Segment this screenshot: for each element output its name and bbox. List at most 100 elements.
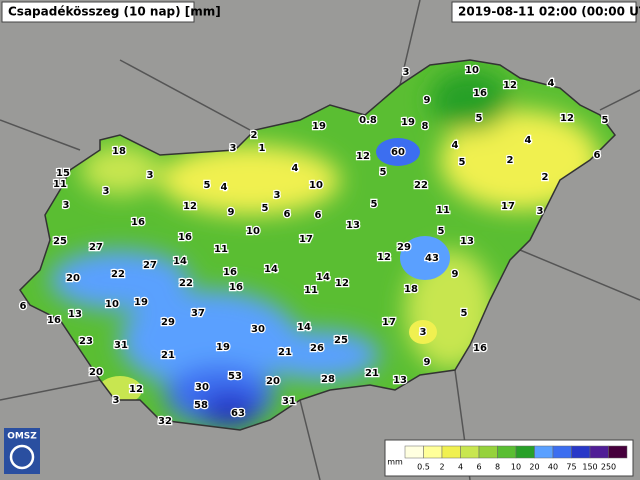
legend-swatch bbox=[460, 445, 480, 459]
station-value: 10 bbox=[309, 180, 323, 191]
station-value: 13 bbox=[346, 220, 360, 231]
title-box bbox=[1, 1, 195, 23]
station-value: 8 bbox=[422, 121, 429, 132]
legend-swatch bbox=[608, 445, 628, 459]
station-value: 16 bbox=[473, 343, 487, 354]
station-value: 3 bbox=[274, 190, 281, 201]
station-value: 15 bbox=[56, 168, 70, 179]
station-value: 2 bbox=[542, 172, 549, 183]
station-value: 6 bbox=[594, 150, 601, 161]
station-value: 17 bbox=[501, 201, 515, 212]
legend-label: 8 bbox=[495, 463, 500, 472]
station-value: 12 bbox=[183, 201, 197, 212]
station-value: 28 bbox=[321, 374, 335, 385]
station-value: 6 bbox=[315, 210, 322, 221]
station-value: 12 bbox=[356, 151, 370, 162]
station-value: 29 bbox=[161, 317, 175, 328]
station-value: 12 bbox=[503, 80, 517, 91]
title: Csapadékösszeg (10 nap) [mm] bbox=[8, 5, 221, 19]
legend-label: 150 bbox=[582, 463, 597, 472]
station-value: 16 bbox=[223, 267, 237, 278]
legend-swatch bbox=[441, 445, 461, 459]
station-value: 9 bbox=[228, 207, 235, 218]
station-value: 16 bbox=[47, 315, 61, 326]
station-value: 5 bbox=[204, 180, 211, 191]
station-value: 22 bbox=[414, 180, 428, 191]
station-value: 6 bbox=[20, 301, 27, 312]
station-value: 5 bbox=[380, 167, 387, 178]
station-value: 32 bbox=[158, 416, 172, 427]
station-value: 19 bbox=[216, 342, 230, 353]
station-value: 31 bbox=[282, 396, 296, 407]
legend-swatch bbox=[534, 445, 554, 459]
station-value: 4 bbox=[221, 182, 228, 193]
legend-swatch bbox=[423, 445, 443, 459]
station-value: 0.8 bbox=[359, 115, 377, 126]
station-value: 18 bbox=[404, 284, 418, 295]
station-value: 5 bbox=[262, 203, 269, 214]
station-value: 11 bbox=[304, 285, 318, 296]
station-value: 9 bbox=[452, 269, 459, 280]
station-value: 12 bbox=[129, 384, 143, 395]
logo-text: OMSZ bbox=[7, 432, 37, 442]
station-value: 9 bbox=[424, 95, 431, 106]
station-value: 2 bbox=[251, 130, 258, 141]
station-value: 20 bbox=[89, 367, 103, 378]
station-value: 3 bbox=[420, 327, 427, 338]
station-value: 3 bbox=[63, 200, 70, 211]
legend-swatch bbox=[478, 445, 498, 459]
station-value: 12 bbox=[335, 278, 349, 289]
legend-swatch bbox=[589, 445, 609, 459]
station-value: 21 bbox=[365, 368, 379, 379]
station-value: 14 bbox=[316, 272, 330, 283]
station-value: 27 bbox=[143, 260, 157, 271]
station-value: 11 bbox=[53, 179, 67, 190]
station-value: 3 bbox=[537, 206, 544, 217]
station-value: 27 bbox=[89, 242, 103, 253]
station-value: 6 bbox=[284, 209, 291, 220]
legend-label: 10 bbox=[511, 463, 521, 472]
station-value: 5 bbox=[371, 199, 378, 210]
timestamp: 2019-08-11 02:00 (00:00 UTC) bbox=[458, 5, 640, 19]
station-value: 11 bbox=[214, 244, 228, 255]
station-value: 30 bbox=[251, 324, 265, 335]
station-value: 14 bbox=[173, 256, 187, 267]
station-value: 25 bbox=[53, 236, 67, 247]
legend-swatch bbox=[497, 445, 517, 459]
station-value: 4 bbox=[548, 78, 555, 89]
station-value: 23 bbox=[79, 336, 93, 347]
station-value: 14 bbox=[264, 264, 278, 275]
legend-swatch bbox=[404, 445, 424, 459]
station-value: 2 bbox=[507, 155, 514, 166]
station-value: 13 bbox=[393, 375, 407, 386]
station-value: 20 bbox=[266, 376, 280, 387]
station-value: 5 bbox=[476, 113, 483, 124]
station-value: 43 bbox=[425, 253, 439, 264]
station-value: 5 bbox=[461, 308, 468, 319]
station-value: 22 bbox=[111, 269, 125, 280]
station-value: 4 bbox=[452, 140, 459, 151]
time-box bbox=[451, 1, 637, 23]
legend-swatch bbox=[552, 445, 572, 459]
station-value: 10 bbox=[105, 299, 119, 310]
legend-label: 75 bbox=[566, 463, 576, 472]
station-value: 37 bbox=[191, 308, 205, 319]
station-value: 10 bbox=[465, 65, 479, 76]
station-value: 12 bbox=[377, 252, 391, 263]
legend-swatch bbox=[515, 445, 535, 459]
station-value: 26 bbox=[310, 343, 324, 354]
station-value: 4 bbox=[292, 163, 299, 174]
station-value: 58 bbox=[194, 400, 208, 411]
station-value: 5 bbox=[459, 157, 466, 168]
station-value: 3 bbox=[230, 143, 237, 154]
legend-label: 250 bbox=[601, 463, 616, 472]
legend-label: 4 bbox=[458, 463, 463, 472]
station-value: 3 bbox=[147, 170, 154, 181]
station-value: 31 bbox=[114, 340, 128, 351]
legend-label: 2 bbox=[439, 463, 444, 472]
station-value: 29 bbox=[397, 242, 411, 253]
station-value: 17 bbox=[299, 234, 313, 245]
station-value: 12 bbox=[560, 113, 574, 124]
